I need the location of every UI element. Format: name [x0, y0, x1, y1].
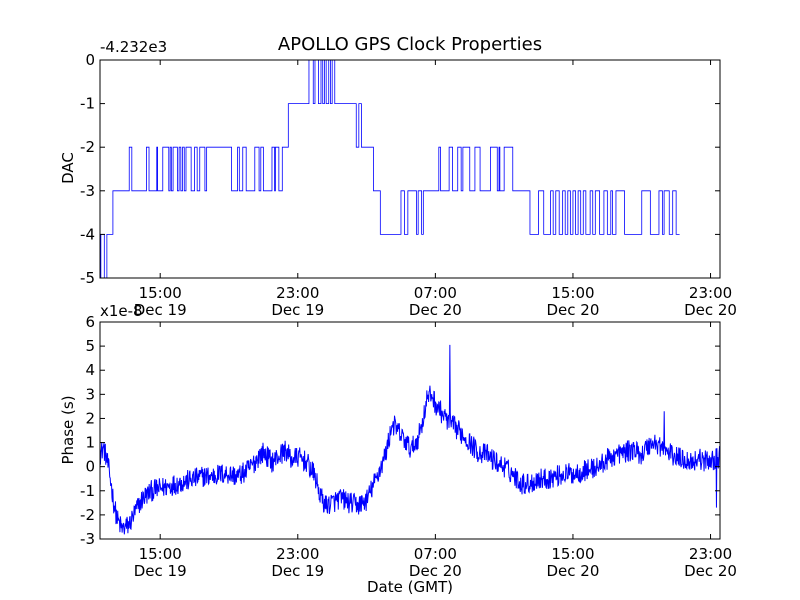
dac-ytick-label: 0: [85, 51, 95, 69]
dac-xtick-date-label: Dec 19: [271, 301, 324, 319]
dac-xtick-date-label: Dec 20: [547, 301, 600, 319]
phase-plot-frame: [99, 321, 721, 540]
dac-plot-frame: [99, 59, 721, 279]
phase-scale-label: x1e-8: [100, 302, 143, 320]
phase-ytick-label: 3: [85, 385, 95, 403]
dac-series-line: [100, 60, 680, 278]
phase-ytick-label: -1: [80, 482, 95, 500]
phase-xtick-time-label: 07:00: [414, 545, 457, 563]
chart-title: APOLLO GPS Clock Properties: [278, 34, 542, 55]
phase-ytick-label: -2: [80, 506, 95, 524]
dac-xtick-time-label: 07:00: [414, 284, 457, 302]
dac-xtick-date-label: Dec 20: [684, 301, 737, 319]
phase-ytick-label: 2: [85, 409, 95, 427]
dac-ytick-label: -3: [80, 182, 95, 200]
phase-ytick-label: 4: [85, 361, 95, 379]
phase-ytick-label: 1: [85, 434, 95, 452]
phase-ytick-label: -3: [80, 530, 95, 548]
phase-xtick-time-label: 23:00: [689, 545, 732, 563]
phase-ytick-label: 5: [85, 337, 95, 355]
phase-xtick-date-label: Dec 19: [134, 562, 187, 580]
phase-xtick-date-label: Dec 19: [271, 562, 324, 580]
phase-ytick-label: 0: [85, 458, 95, 476]
phase-xtick-time-label: 15:00: [551, 545, 594, 563]
dac-panel: APOLLO GPS Clock Properties -4.232e3 DAC…: [59, 34, 737, 319]
phase-xtick-date-label: Dec 20: [547, 562, 600, 580]
phase-xtick-date-label: Dec 20: [684, 562, 737, 580]
dac-offset-label: -4.232e3: [100, 38, 167, 56]
dac-xtick-time-label: 15:00: [551, 284, 594, 302]
dac-xtick-date-label: Dec 19: [134, 301, 187, 319]
dac-ytick-label: -2: [80, 138, 95, 156]
x-axis-label: Date (GMT): [367, 578, 453, 596]
dac-ytick-label: -1: [80, 95, 95, 113]
dac-ytick-label: -4: [80, 225, 95, 243]
phase-y-axis-label: Phase (s): [59, 395, 77, 464]
dac-y-axis-label: DAC: [59, 152, 77, 184]
dac-ytick-label: -5: [80, 269, 95, 287]
phase-xtick-time-label: 15:00: [139, 545, 182, 563]
dac-xtick-time-label: 23:00: [689, 284, 732, 302]
dac-xtick-time-label: 23:00: [276, 284, 319, 302]
phase-panel: x1e-8 Phase (s) Date (GMT) 6 5 4 3 2 1 0 -1 -2 -3…: [59, 302, 737, 596]
phase-series-line: [100, 344, 720, 535]
phase-xtick-date-label: Dec 20: [409, 562, 462, 580]
dac-xtick-date-label: Dec 20: [409, 301, 462, 319]
phase-ytick-label: 6: [85, 313, 95, 331]
phase-xtick-time-label: 23:00: [276, 545, 319, 563]
dac-xtick-time-label: 15:00: [139, 284, 182, 302]
